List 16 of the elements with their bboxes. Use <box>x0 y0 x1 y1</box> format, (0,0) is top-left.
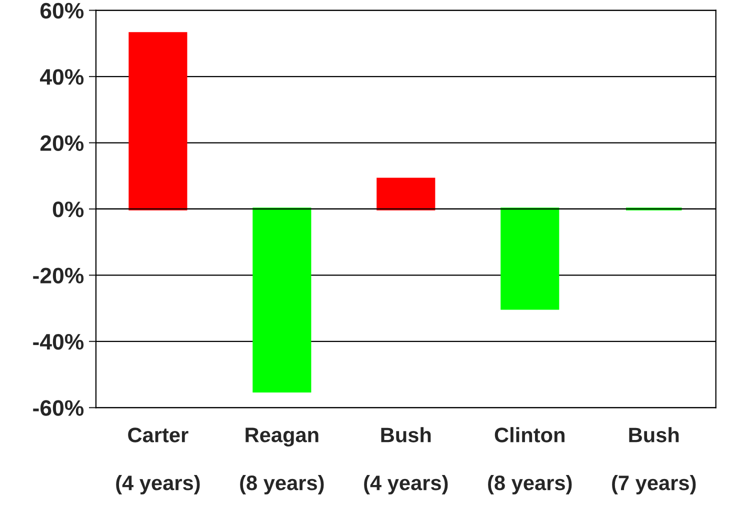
y-tick-label: -40% <box>33 334 84 350</box>
category-label: Reagan (8 years) <box>240 428 324 494</box>
bar <box>500 208 560 310</box>
y-tick-label: 20% <box>40 135 84 152</box>
bar <box>252 208 312 392</box>
bar <box>128 32 188 210</box>
y-tick-label: -60% <box>33 400 84 416</box>
category-label: Carter (4 years) <box>116 428 200 494</box>
category-label: Bush (4 years) <box>364 427 448 494</box>
y-tick-label: 60% <box>40 2 84 19</box>
y-tick-label: 40% <box>40 69 84 85</box>
y-tick-label: -20% <box>33 268 84 284</box>
category-label: Clinton (8 years) <box>488 427 572 494</box>
y-tick-label: 0% <box>52 202 84 218</box>
category-label: Bush (7 years) <box>612 427 696 494</box>
bar <box>376 178 436 210</box>
